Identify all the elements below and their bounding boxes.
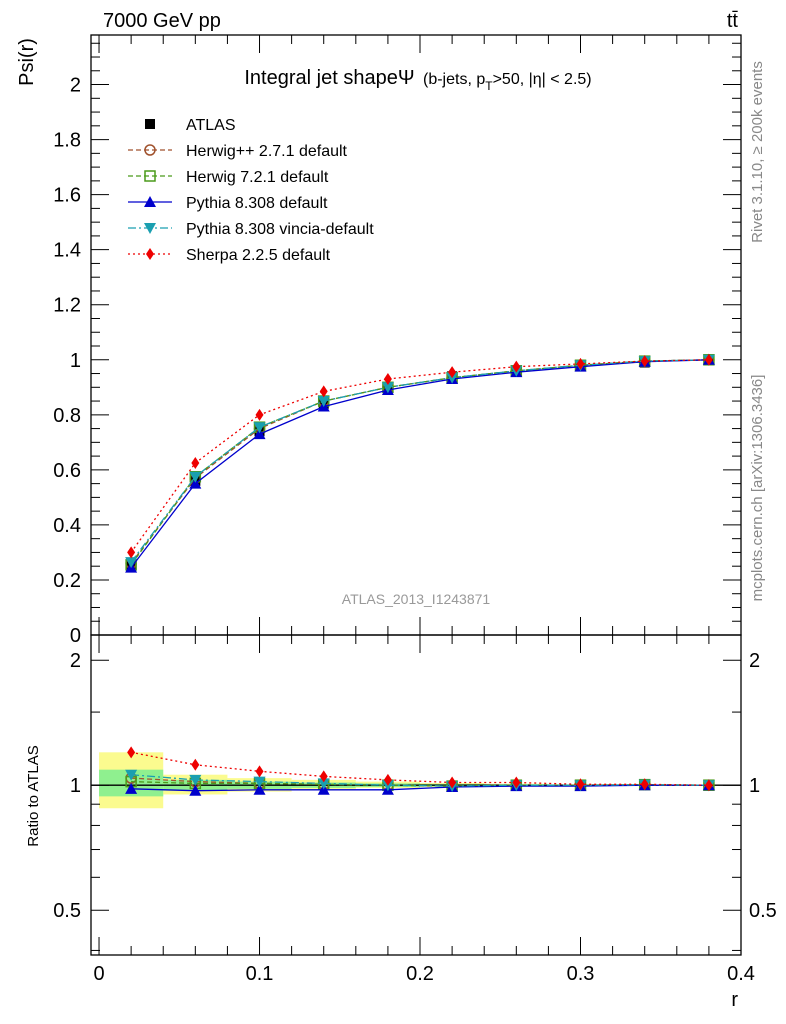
ratio-y-tick-label: 2 bbox=[70, 650, 81, 672]
legend-marker bbox=[144, 223, 156, 234]
legend-label: ATLAS bbox=[186, 117, 236, 134]
ratio-point bbox=[640, 778, 649, 791]
x-tick-label: 0.4 bbox=[727, 963, 755, 985]
main-ylabel: Psi(r) bbox=[16, 38, 38, 86]
y-tick-label: 0.8 bbox=[53, 405, 81, 427]
y-tick-label: 1.8 bbox=[53, 130, 81, 152]
data-point bbox=[576, 357, 585, 370]
ratio-point bbox=[255, 765, 264, 778]
data-point bbox=[189, 477, 202, 489]
ratio-point bbox=[125, 782, 138, 794]
data-point bbox=[640, 355, 649, 368]
legend-marker bbox=[145, 119, 155, 129]
data-point bbox=[189, 471, 202, 483]
legend-label: Sherpa 2.2.5 default bbox=[186, 247, 331, 264]
legend-marker bbox=[144, 170, 156, 182]
legend-marker bbox=[144, 144, 156, 156]
series-line bbox=[130, 359, 709, 563]
series-line bbox=[130, 359, 709, 568]
x-tick-label: 0 bbox=[93, 963, 104, 985]
series-line bbox=[130, 359, 709, 566]
ratio-point bbox=[253, 783, 266, 795]
ratio-point bbox=[512, 776, 521, 789]
data-point bbox=[191, 456, 200, 469]
ratio-y-tick-label: 1 bbox=[70, 775, 81, 797]
data-point bbox=[317, 396, 330, 408]
data-point bbox=[381, 382, 394, 394]
data-point bbox=[448, 366, 457, 379]
main-title: Integral jet shapeΨ (b-jets, pT>50, |η| … bbox=[244, 67, 591, 93]
ratio-y-tick-label-right: 1 bbox=[749, 775, 760, 797]
legend-label: Pythia 8.308 default bbox=[186, 195, 328, 212]
data-point bbox=[319, 385, 328, 398]
legend-label: Herwig 7.2.1 default bbox=[186, 169, 329, 186]
legend-marker bbox=[146, 248, 154, 260]
data-point bbox=[446, 372, 459, 384]
ratio-panel: 0.5 0.5 1 1 2 2 0 0.1 0.2 0.3 0.4 bbox=[53, 634, 777, 985]
y-tick-label: 0.2 bbox=[53, 570, 81, 592]
energy-label: 7000 GeV pp bbox=[103, 10, 221, 32]
legend: ATLAS Herwig++ 2.7.1 default Herwig 7.2.1 … bbox=[128, 117, 374, 264]
legend-marker bbox=[144, 196, 156, 207]
ratio-point bbox=[383, 773, 392, 786]
data-point bbox=[125, 557, 138, 569]
legend-label: Herwig++ 2.7.1 default bbox=[186, 143, 348, 160]
y-tick-label: 0.6 bbox=[53, 460, 81, 482]
ratio-point bbox=[125, 769, 138, 781]
data-point bbox=[127, 546, 136, 559]
data-point bbox=[383, 373, 392, 386]
series-line bbox=[130, 359, 709, 553]
rivet-label: Rivet 3.1.10, ≥ 200k events bbox=[749, 61, 766, 243]
ratio-frame bbox=[90, 634, 742, 956]
ratio-point bbox=[191, 758, 200, 771]
y-tick-label: 0.4 bbox=[53, 515, 81, 537]
main-panel: 0 0.2 0.4 0.6 0.8 1 1.2 1.4 1.6 1.8 2 bbox=[53, 34, 742, 647]
y-tick-label: 0 bbox=[70, 625, 81, 647]
data-point bbox=[253, 428, 266, 440]
y-tick-label: 1.4 bbox=[53, 240, 81, 262]
ratio-point bbox=[189, 784, 202, 796]
ratio-point bbox=[448, 776, 457, 789]
analysis-label: ATLAS_2013_I1243871 bbox=[342, 591, 491, 607]
ratio-y-tick-label-right: 0.5 bbox=[749, 900, 777, 922]
mcplots-label: mcplots.cern.ch [arXiv:1306.3436] bbox=[749, 375, 766, 602]
data-point bbox=[255, 408, 264, 421]
data-point bbox=[704, 353, 713, 366]
ratio-point bbox=[319, 770, 328, 783]
ratio-line bbox=[131, 784, 709, 792]
y-tick-label: 1 bbox=[70, 350, 81, 372]
ratio-point bbox=[189, 774, 202, 786]
ratio-point bbox=[576, 778, 585, 791]
ratio-point bbox=[704, 779, 713, 792]
x-tick-label: 0.1 bbox=[246, 963, 274, 985]
series-line bbox=[130, 359, 709, 564]
legend-label: Pythia 8.308 vincia-default bbox=[186, 221, 374, 238]
y-tick-label: 1.6 bbox=[53, 185, 81, 207]
ratio-y-tick-label: 0.5 bbox=[53, 900, 81, 922]
data-point bbox=[512, 360, 521, 373]
x-tick-label: 0.2 bbox=[406, 963, 434, 985]
ratio-point bbox=[253, 776, 266, 788]
ratio-point bbox=[317, 778, 330, 790]
ratio-xlabel: r bbox=[731, 989, 738, 1011]
process-label: tt̄ bbox=[727, 10, 739, 32]
y-tick-label: 2 bbox=[70, 75, 81, 97]
ratio-line bbox=[130, 751, 709, 786]
data-point bbox=[253, 422, 266, 434]
ratio-line bbox=[131, 774, 709, 787]
ratio-ylabel: Ratio to ATLAS bbox=[25, 745, 42, 846]
ratio-y-tick-label-right: 2 bbox=[749, 650, 760, 672]
y-tick-label: 1.2 bbox=[53, 295, 81, 317]
ratio-point bbox=[127, 746, 136, 759]
x-tick-label: 0.3 bbox=[567, 963, 595, 985]
